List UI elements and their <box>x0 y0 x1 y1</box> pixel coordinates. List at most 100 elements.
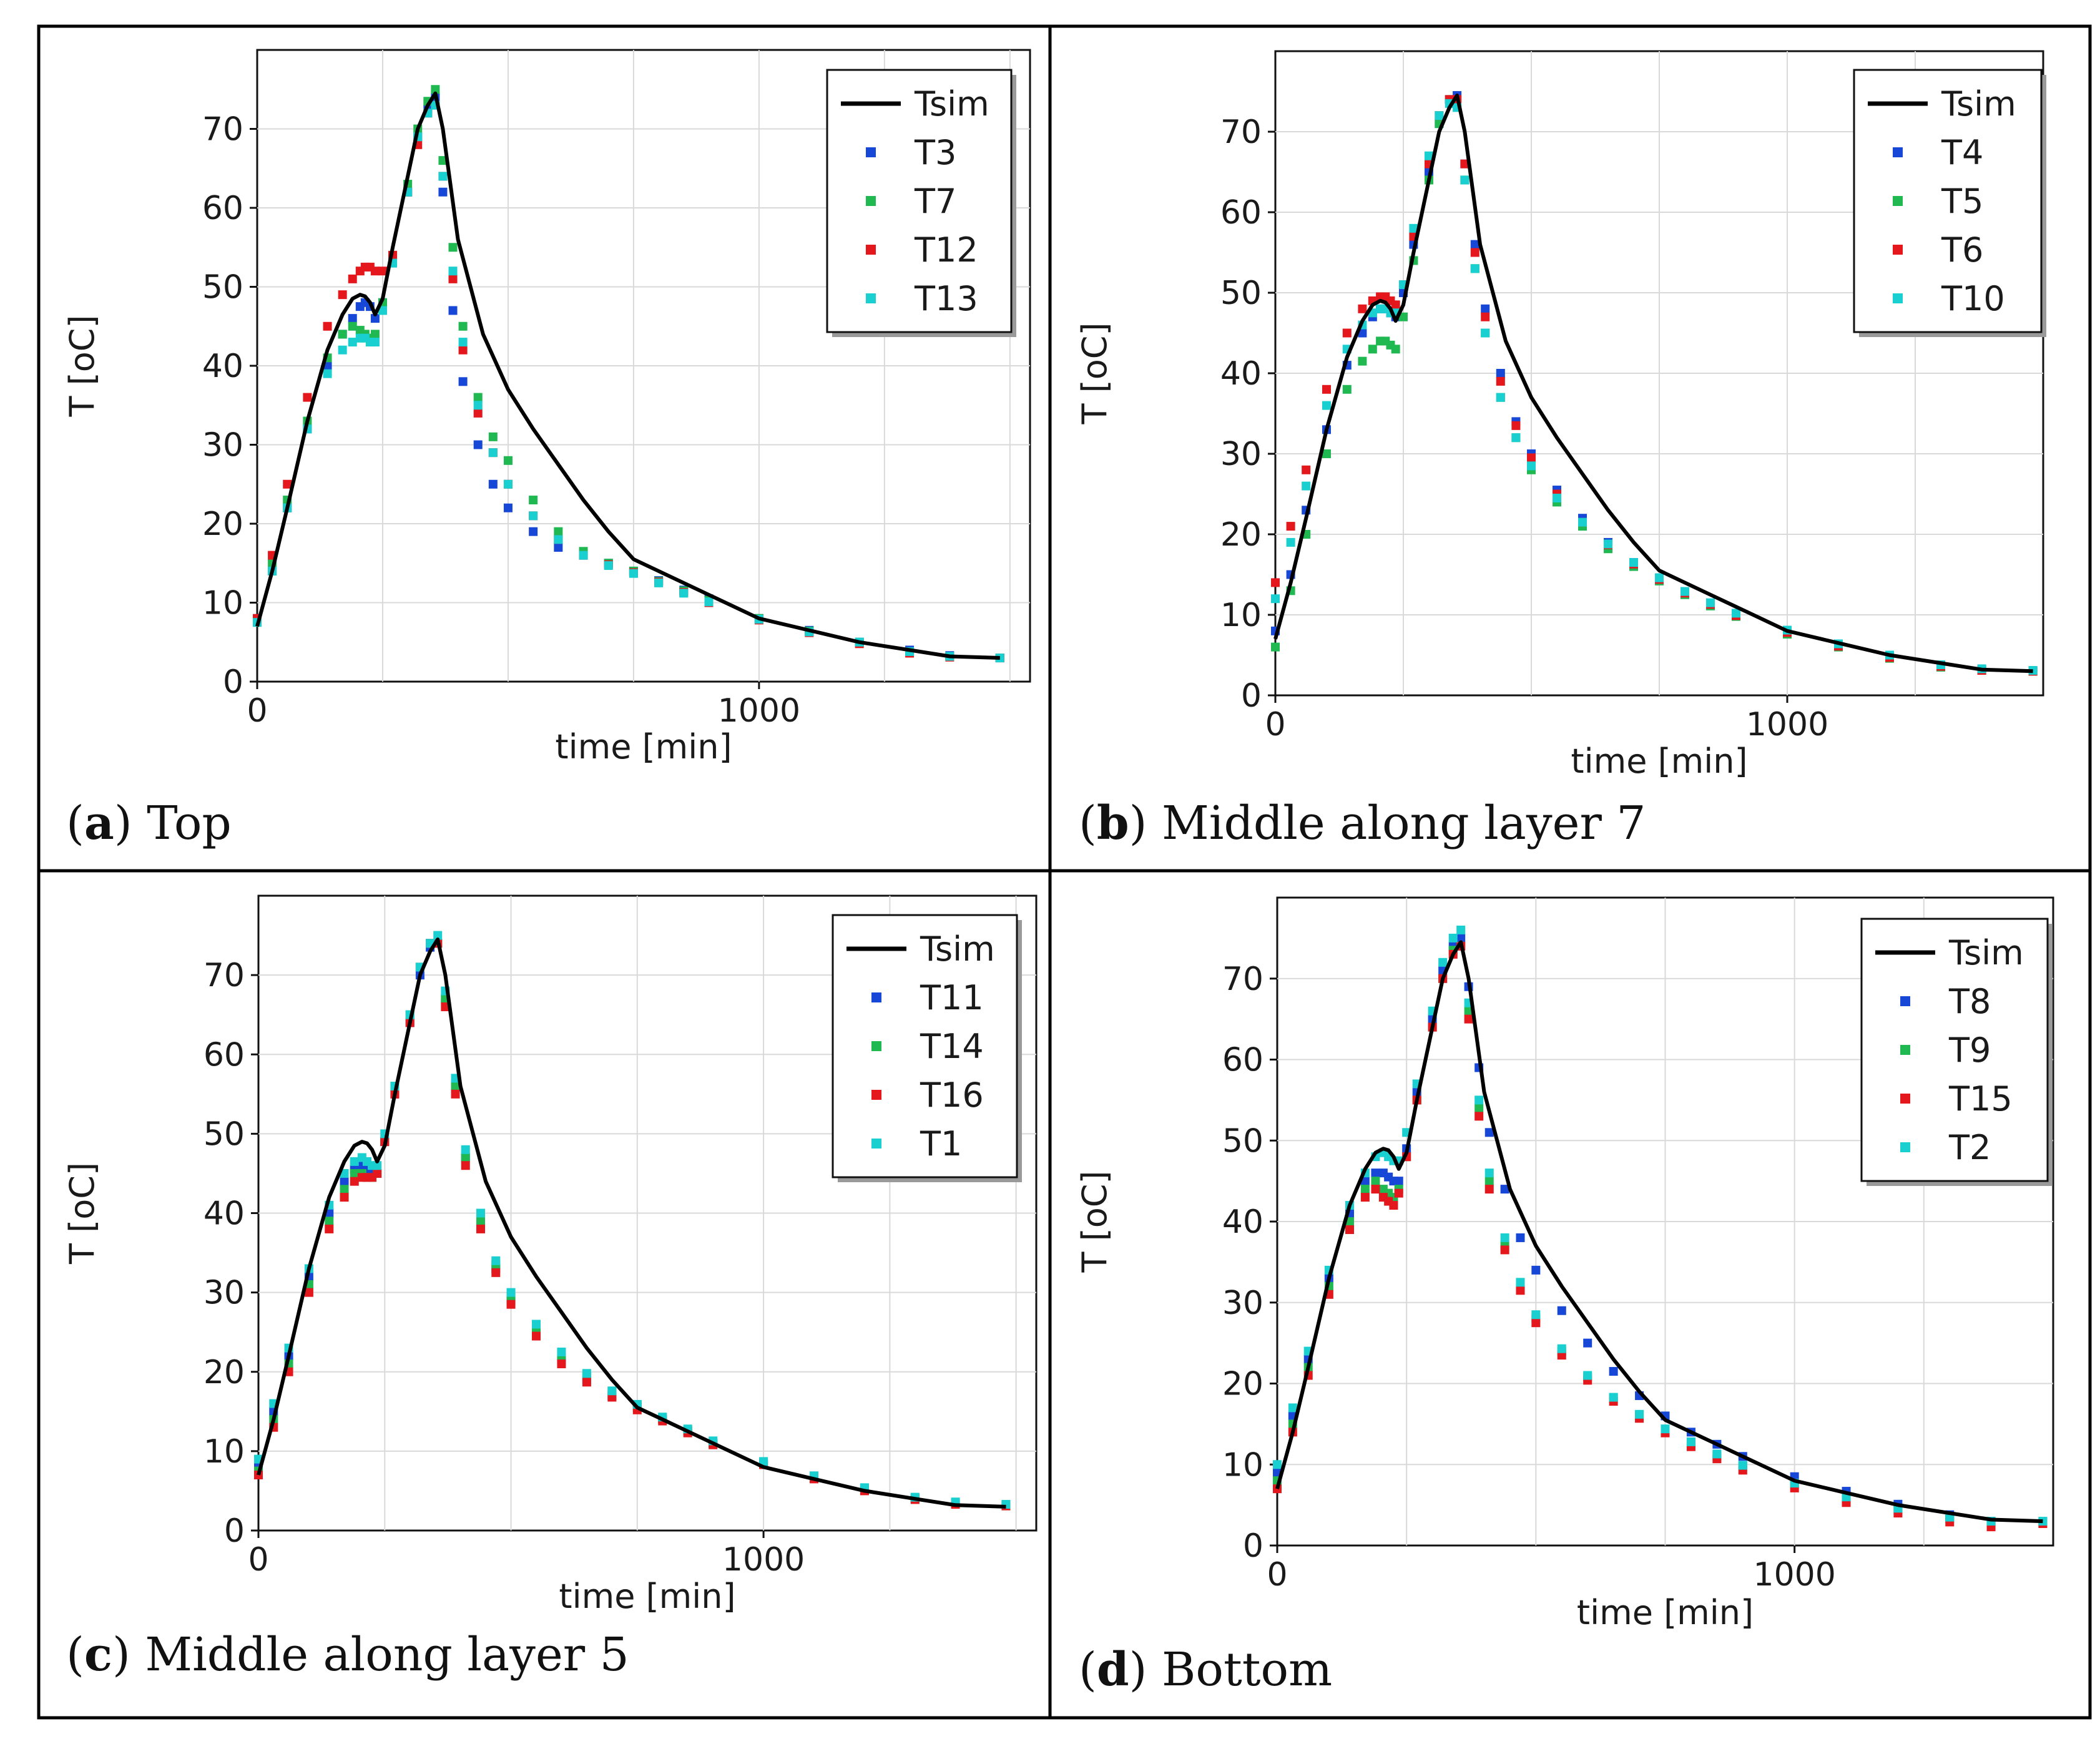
y-tick-label: 20 <box>202 506 243 543</box>
data-point-T10 <box>1481 328 1490 338</box>
data-point-T10 <box>1511 433 1521 443</box>
legend-marker-T2 <box>1900 1142 1910 1152</box>
legend-marker-T10 <box>1893 293 1903 303</box>
x-tick-label: 0 <box>247 692 267 730</box>
x-tick-label: 1000 <box>718 692 800 730</box>
data-point-T7 <box>529 496 538 505</box>
legend-marker-T1 <box>871 1139 881 1149</box>
panel-caption-c: (c) Middle along layer 5 <box>66 1628 629 1682</box>
y-tick-label: 70 <box>204 957 245 994</box>
data-point-T13 <box>503 479 513 489</box>
data-point-T13 <box>654 578 664 587</box>
legend-label: Tsim <box>920 929 995 969</box>
x-tick-label: 0 <box>1265 706 1285 743</box>
data-point-T16 <box>532 1331 541 1341</box>
legend-marker-T8 <box>1900 996 1910 1006</box>
data-point-T5 <box>1368 345 1377 354</box>
data-point-T4 <box>1481 304 1490 313</box>
legend-label: T12 <box>914 230 978 270</box>
data-point-T12 <box>348 274 357 283</box>
y-axis-label: T [oC] <box>62 1162 102 1265</box>
data-point-T2 <box>1557 1344 1566 1353</box>
sim-line-Tsim <box>1273 93 2033 674</box>
data-point-T12 <box>303 393 312 402</box>
data-point-T6 <box>1271 578 1280 587</box>
data-point-T9 <box>1371 1177 1380 1186</box>
data-point-T1 <box>506 1288 516 1297</box>
data-point-T6 <box>1391 300 1400 310</box>
data-point-T13 <box>488 448 498 458</box>
y-tick-label: 30 <box>1220 436 1262 473</box>
legend-marker-T15 <box>1900 1094 1910 1104</box>
legend-label: T5 <box>1941 182 1983 221</box>
data-point-T7 <box>458 321 468 331</box>
y-axis-label: T [oC] <box>62 315 102 417</box>
data-point-T13 <box>338 345 347 355</box>
data-point-T12 <box>323 321 332 331</box>
data-point-T10 <box>1425 151 1433 160</box>
data-point-T8 <box>1531 1265 1541 1275</box>
data-point-T8 <box>1500 1185 1509 1194</box>
y-axis-label: T [oC] <box>1075 1170 1114 1273</box>
data-point-T2 <box>1686 1437 1695 1446</box>
legend-label: Tsim <box>1941 84 2016 124</box>
data-point-T13 <box>458 338 468 347</box>
legend-label: T15 <box>1948 1079 2013 1119</box>
data-point-T14 <box>325 1217 334 1226</box>
y-tick-label: 10 <box>204 1433 245 1471</box>
data-point-T13 <box>448 267 458 276</box>
data-point-T3 <box>370 314 380 323</box>
data-point-T15 <box>1500 1245 1509 1255</box>
data-point-T14 <box>340 1185 349 1194</box>
data-point-T13 <box>554 535 563 544</box>
data-point-T10 <box>1553 493 1561 502</box>
data-point-T8 <box>1360 1177 1370 1186</box>
data-point-T8 <box>1583 1338 1592 1348</box>
x-tick-label: 1000 <box>1746 706 1828 743</box>
data-point-T5 <box>1342 385 1352 394</box>
panel-letter-c: c <box>84 1628 112 1682</box>
data-point-T1 <box>557 1347 566 1356</box>
sim-line-Tsim <box>257 937 1006 1509</box>
panel-caption-a: (a) Top <box>66 796 232 850</box>
data-point-T7 <box>503 456 513 465</box>
x-tick-label: 1000 <box>1753 1556 1835 1594</box>
panel-caption-text-b: Middle along layer 7 <box>1162 796 1646 850</box>
data-point-T15 <box>1394 1188 1403 1198</box>
data-point-T10 <box>1578 517 1587 527</box>
data-point-T12 <box>283 479 292 489</box>
data-point-T13 <box>438 172 448 181</box>
panel-caption-b: (b) Middle along layer 7 <box>1079 796 1646 850</box>
data-point-T16 <box>451 1089 460 1099</box>
data-point-T2 <box>1661 1424 1670 1434</box>
data-point-T11 <box>340 1177 349 1186</box>
data-point-T5 <box>1391 345 1400 354</box>
y-tick-label: 50 <box>1222 1122 1263 1160</box>
y-tick-label: 40 <box>204 1195 245 1233</box>
y-tick-label: 60 <box>202 190 243 227</box>
data-point-T6 <box>1481 312 1490 321</box>
legend-label: T10 <box>1941 279 2005 318</box>
y-tick-label: 20 <box>1220 516 1262 554</box>
data-point-T3 <box>503 503 513 512</box>
x-tick-label: 1000 <box>722 1541 805 1579</box>
data-point-T2 <box>1456 925 1466 934</box>
y-tick-label: 70 <box>1222 961 1263 998</box>
data-point-T16 <box>491 1268 501 1277</box>
data-point-T8 <box>1456 933 1466 943</box>
y-tick-label: 60 <box>1222 1042 1263 1079</box>
panel-caption-text-c: Middle along layer 5 <box>145 1628 629 1682</box>
legend-label: T7 <box>914 182 956 221</box>
data-point-T14 <box>476 1217 485 1226</box>
data-point-T3 <box>458 377 468 386</box>
data-point-T9 <box>1360 1185 1370 1194</box>
data-point-T6 <box>1358 304 1367 313</box>
x-tick-label: 0 <box>1267 1556 1287 1594</box>
legend-label: T6 <box>1941 230 1983 270</box>
legend-marker-T4 <box>1893 147 1903 157</box>
